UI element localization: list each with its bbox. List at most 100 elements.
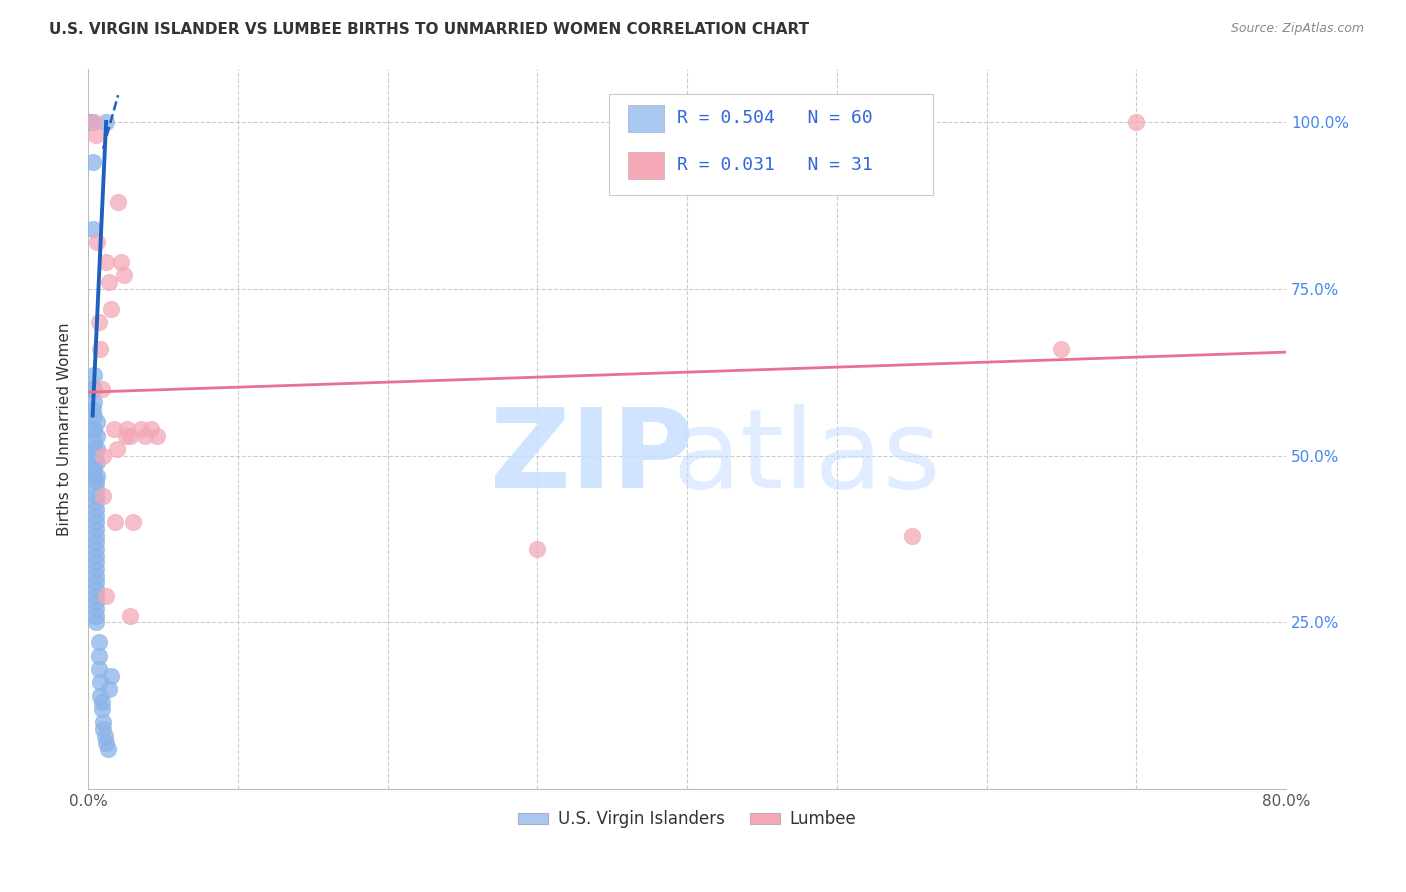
- Point: [84, 495, 107, 509]
- FancyBboxPatch shape: [628, 152, 664, 179]
- Point: [105, 442, 128, 456]
- FancyBboxPatch shape: [609, 94, 932, 194]
- Point: [84, 475, 107, 490]
- Point: [83, 435, 105, 450]
- Point: [87, 635, 110, 649]
- Point: [82, 382, 104, 396]
- Point: [84, 502, 107, 516]
- Point: [91, 722, 114, 736]
- Point: [84, 608, 107, 623]
- Point: [120, 428, 142, 442]
- Point: [90, 696, 112, 710]
- Point: [86, 455, 108, 469]
- Point: [139, 422, 162, 436]
- Point: [94, 589, 117, 603]
- Point: [84, 489, 107, 503]
- Point: [94, 115, 117, 129]
- Point: [84, 528, 107, 542]
- Point: [104, 516, 127, 530]
- Point: [110, 255, 132, 269]
- Point: [82, 401, 104, 416]
- Point: [83, 382, 105, 396]
- Point: [84, 575, 107, 590]
- Point: [84, 508, 107, 523]
- Point: [900, 528, 922, 542]
- Point: [94, 255, 117, 269]
- Point: [91, 715, 114, 730]
- Point: [146, 428, 169, 442]
- Text: R = 0.504   N = 60: R = 0.504 N = 60: [678, 110, 873, 128]
- Text: atlas: atlas: [672, 404, 941, 511]
- Point: [100, 301, 122, 316]
- Point: [112, 268, 135, 283]
- FancyBboxPatch shape: [628, 105, 664, 132]
- Point: [84, 568, 107, 582]
- Point: [1050, 342, 1073, 356]
- Point: [83, 422, 105, 436]
- Point: [80, 115, 103, 129]
- Point: [83, 442, 105, 456]
- Point: [107, 194, 129, 209]
- Point: [83, 115, 105, 129]
- Point: [90, 702, 112, 716]
- Point: [84, 549, 107, 563]
- Point: [84, 602, 107, 616]
- Point: [90, 382, 112, 396]
- Point: [82, 221, 104, 235]
- Point: [83, 455, 105, 469]
- Text: R = 0.031   N = 31: R = 0.031 N = 31: [678, 156, 873, 174]
- Point: [82, 155, 104, 169]
- Point: [120, 608, 142, 623]
- Point: [115, 422, 138, 436]
- Point: [87, 315, 110, 329]
- Point: [93, 729, 115, 743]
- Point: [80, 115, 103, 129]
- Point: [84, 582, 107, 596]
- Point: [84, 615, 107, 630]
- Y-axis label: Births to Unmarried Women: Births to Unmarried Women: [58, 322, 72, 535]
- Point: [82, 422, 104, 436]
- Point: [100, 669, 122, 683]
- Point: [89, 675, 111, 690]
- Point: [89, 342, 111, 356]
- Point: [134, 428, 156, 442]
- Point: [122, 516, 145, 530]
- Point: [91, 449, 114, 463]
- Point: [83, 449, 105, 463]
- Point: [91, 489, 114, 503]
- Point: [86, 442, 108, 456]
- Point: [84, 555, 107, 569]
- Point: [84, 541, 107, 556]
- Point: [97, 742, 120, 756]
- Point: [94, 735, 117, 749]
- Point: [83, 395, 105, 409]
- Point: [98, 682, 121, 697]
- Point: [86, 428, 108, 442]
- Point: [84, 516, 107, 530]
- Point: [83, 368, 105, 383]
- Point: [83, 468, 105, 483]
- Point: [98, 275, 121, 289]
- Text: U.S. VIRGIN ISLANDER VS LUMBEE BIRTHS TO UNMARRIED WOMEN CORRELATION CHART: U.S. VIRGIN ISLANDER VS LUMBEE BIRTHS TO…: [49, 22, 810, 37]
- Point: [1125, 115, 1147, 129]
- Text: Source: ZipAtlas.com: Source: ZipAtlas.com: [1230, 22, 1364, 36]
- Point: [84, 128, 107, 143]
- Text: ZIP: ZIP: [489, 404, 693, 511]
- Point: [86, 235, 108, 249]
- Point: [103, 422, 125, 436]
- Point: [84, 589, 107, 603]
- Point: [83, 409, 105, 423]
- Point: [84, 595, 107, 609]
- Point: [129, 422, 152, 436]
- Point: [87, 662, 110, 676]
- Point: [86, 468, 108, 483]
- Point: [526, 541, 548, 556]
- Point: [89, 689, 111, 703]
- Legend: U.S. Virgin Islanders, Lumbee: U.S. Virgin Islanders, Lumbee: [510, 804, 863, 835]
- Point: [86, 415, 108, 429]
- Point: [84, 522, 107, 536]
- Point: [84, 535, 107, 549]
- Point: [83, 462, 105, 476]
- Point: [84, 562, 107, 576]
- Point: [114, 428, 136, 442]
